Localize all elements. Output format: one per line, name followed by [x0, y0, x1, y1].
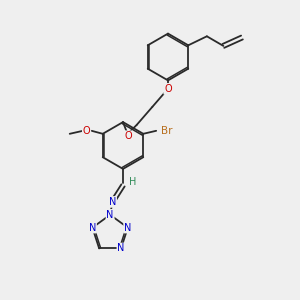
- Text: N: N: [124, 223, 131, 233]
- Text: N: N: [89, 223, 96, 233]
- Text: O: O: [164, 84, 172, 94]
- Text: N: N: [106, 210, 114, 220]
- Text: O: O: [124, 131, 132, 141]
- Text: O: O: [83, 126, 90, 136]
- Text: N: N: [109, 197, 116, 207]
- Text: N: N: [117, 243, 125, 254]
- Text: Br: Br: [160, 126, 172, 136]
- Text: H: H: [129, 177, 136, 187]
